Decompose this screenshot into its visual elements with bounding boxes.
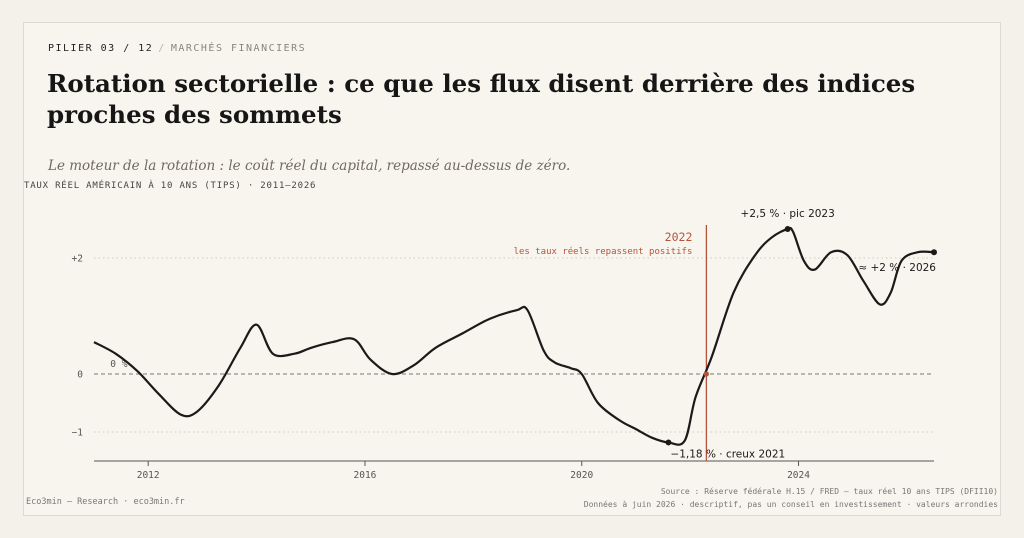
- chart-label: TAUX RÉEL AMÉRICAIN À 10 ANS (TIPS) · 20…: [24, 181, 317, 191]
- annotation-point: [784, 226, 791, 232]
- annotation-point: [665, 439, 672, 446]
- y-tick-label: +2: [72, 254, 83, 265]
- x-tick-label: 2012: [137, 470, 160, 481]
- footer-credit: Eco3min — Research · eco3min.fr: [26, 497, 185, 507]
- pillar-label: PILIER 03 / 12: [48, 43, 154, 54]
- annotation-label: −1,18 % · creux 2021: [670, 448, 785, 460]
- article-card: [23, 22, 1001, 516]
- series-line: [93, 226, 935, 446]
- y-tick-label: −1: [72, 428, 84, 439]
- section-label: MARCHÉS FINANCIERS: [170, 43, 307, 54]
- x-tick-label: 2024: [787, 470, 810, 481]
- annotation-point: [931, 249, 937, 256]
- x-tick-label: 2020: [570, 470, 593, 481]
- footer-source: Source : Réserve fédérale H.15 / FRED — …: [584, 485, 998, 511]
- event-text-label: les taux réels repassent positifs: [514, 246, 693, 257]
- kicker-separator: /: [158, 43, 166, 54]
- annotation-label: ≈ +2 % · 2026: [858, 262, 936, 274]
- event-year-label: 2022: [665, 230, 693, 244]
- source-text: Source : Réserve fédérale H.15 / FRED — …: [660, 487, 998, 496]
- kicker: PILIER 03 / 12 / MARCHÉS FINANCIERS: [48, 43, 306, 54]
- y-tick-label: 0: [77, 370, 83, 381]
- event-crossing-point: [703, 371, 709, 377]
- x-tick-label: 2016: [354, 470, 377, 481]
- annotation-label: +2,5 % · pic 2023: [741, 208, 835, 220]
- disclaimer-text: Données à juin 2026 · descriptif, pas un…: [583, 500, 998, 509]
- page-title: Rotation sectorielle : ce que les flux d…: [47, 69, 916, 129]
- page-subtitle: Le moteur de la rotation : le coût réel …: [48, 158, 571, 174]
- zero-label: 0 %: [110, 359, 127, 370]
